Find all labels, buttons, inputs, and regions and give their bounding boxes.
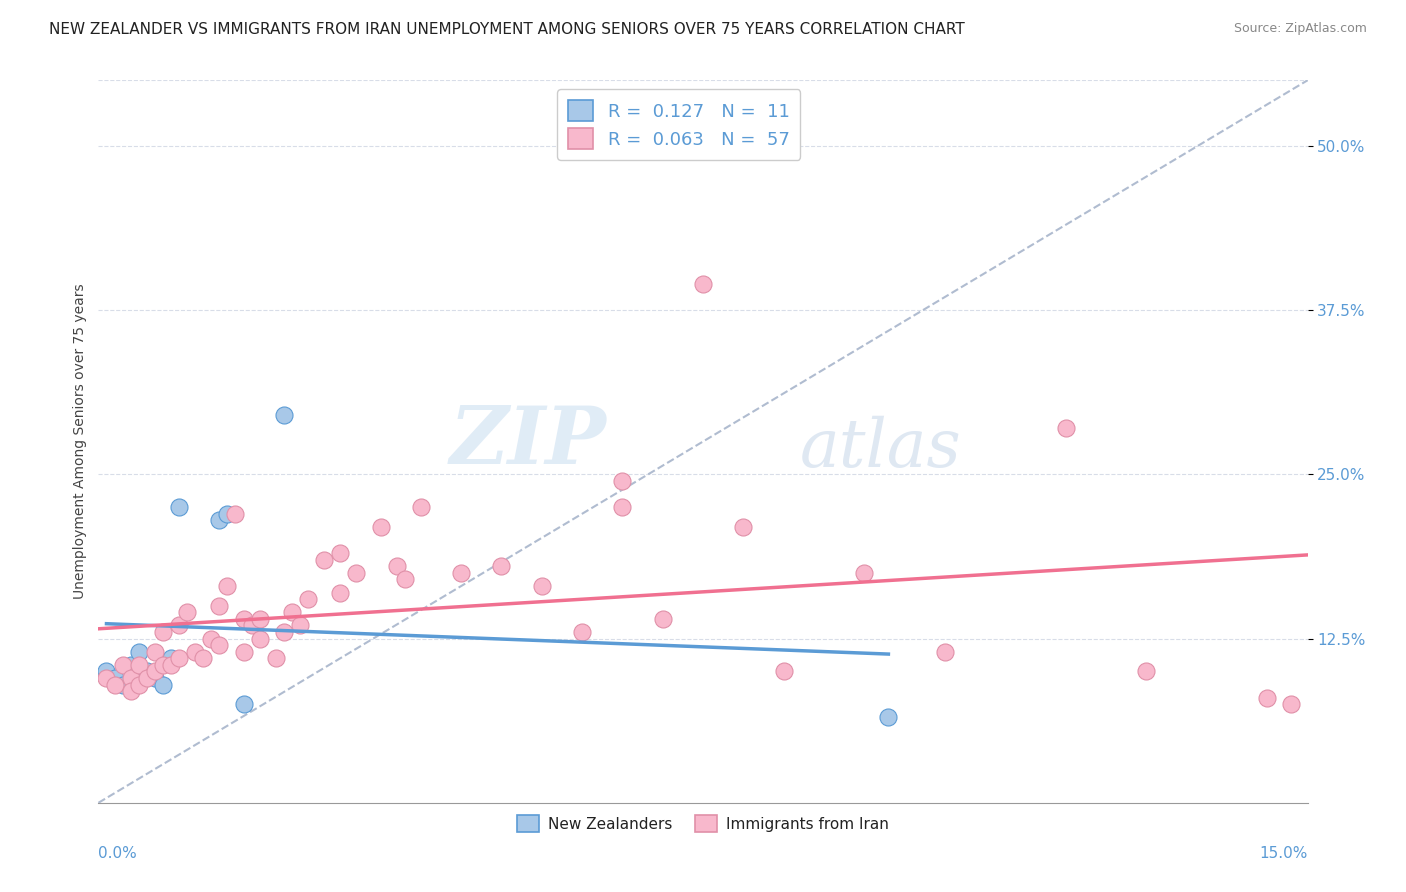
Point [160,657,183,672]
Point [120,657,142,672]
Point [692,277,714,291]
Point [344,566,367,580]
Point [491,559,513,574]
Point [1256,690,1278,705]
Point [128,645,150,659]
Point [240,618,263,632]
Point [120,684,142,698]
Point [193,651,215,665]
Point [167,500,190,515]
Point [160,651,183,665]
Point [111,677,134,691]
Text: 0.0%: 0.0% [98,847,138,861]
Legend: New Zealanders, Immigrants from Iran: New Zealanders, Immigrants from Iran [512,809,894,838]
Point [281,605,304,619]
Point [135,671,157,685]
Point [264,651,287,665]
Point [103,671,125,685]
Point [224,507,246,521]
Point [249,612,271,626]
Point [733,520,755,534]
Text: NEW ZEALANDER VS IMMIGRANTS FROM IRAN UNEMPLOYMENT AMONG SENIORS OVER 75 YEARS C: NEW ZEALANDER VS IMMIGRANTS FROM IRAN UN… [49,22,965,37]
Point [96,665,118,679]
Point [571,625,593,640]
Point [612,474,634,488]
Point [176,605,198,619]
Point [877,710,900,724]
Point [143,671,166,685]
Point [370,520,392,534]
Point [135,665,157,679]
Point [152,625,174,640]
Point [409,500,432,515]
Point [853,566,876,580]
Point [273,409,295,423]
Point [184,645,207,659]
Point [249,632,271,646]
Point [167,618,190,632]
Point [217,579,239,593]
Text: 15.0%: 15.0% [1260,847,1308,861]
Point [167,651,190,665]
Point [329,546,352,560]
Text: Source: ZipAtlas.com: Source: ZipAtlas.com [1233,22,1367,36]
Point [208,599,231,613]
Point [152,657,174,672]
Point [217,507,239,521]
Point [297,592,319,607]
Point [772,665,794,679]
Point [1135,665,1157,679]
Point [232,645,254,659]
Point [314,553,336,567]
Point [530,579,553,593]
Point [329,585,352,599]
Point [232,698,254,712]
Point [152,677,174,691]
Text: ZIP: ZIP [450,403,606,480]
Point [934,645,956,659]
Point [143,665,166,679]
Point [1054,421,1077,435]
Point [612,500,634,515]
Point [96,671,118,685]
Point [120,671,142,685]
Point [143,645,166,659]
Point [385,559,408,574]
Point [1281,698,1303,712]
Point [450,566,472,580]
Point [128,677,150,691]
Point [200,632,222,646]
Point [103,677,125,691]
Point [232,612,254,626]
Point [651,612,673,626]
Point [128,657,150,672]
Point [111,657,134,672]
Point [394,573,416,587]
Point [288,618,311,632]
Y-axis label: Unemployment Among Seniors over 75 years: Unemployment Among Seniors over 75 years [73,284,87,599]
Point [208,513,231,527]
Point [208,638,231,652]
Point [273,625,295,640]
Text: atlas: atlas [800,417,962,482]
